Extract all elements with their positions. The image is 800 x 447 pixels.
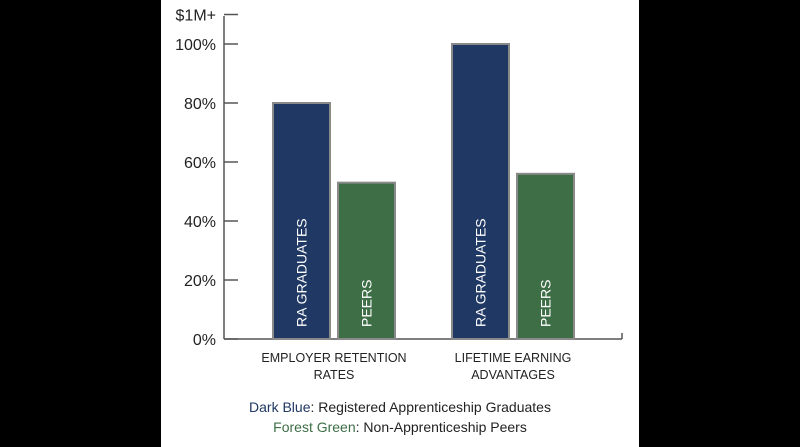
x-tick-label: LIFETIME EARNING <box>455 351 572 365</box>
bar <box>272 102 331 340</box>
x-tick-label: EMPLOYER RETENTION <box>261 351 406 365</box>
legend-entry: Dark Blue: Registered Apprenticeship Gra… <box>249 399 551 415</box>
legend-entry: Forest Green: Non-Apprenticeship Peers <box>273 419 527 435</box>
y-tick-label: 0% <box>193 332 216 349</box>
x-tick-label: ADVANTAGES <box>471 368 555 382</box>
bar-label: RA GRADUATES <box>473 218 489 327</box>
y-tick-label: $1M+ <box>176 8 216 25</box>
labels: RA GRADUATES PEERS EMPLOYER RETENTION RATES… <box>261 218 571 382</box>
y-tick-label: 60% <box>184 155 216 172</box>
bars <box>272 43 575 340</box>
axes: 0% 20% 40% 60% 80% 100% $1M+ <box>175 8 623 349</box>
legend-key: Dark Blue <box>249 399 311 415</box>
bar <box>451 43 510 340</box>
x-tick-label: RATES <box>314 368 355 382</box>
bar <box>337 181 396 340</box>
legend-key: Forest Green <box>273 419 355 435</box>
legend-text: : Registered Apprenticeship Graduates <box>310 399 550 415</box>
y-tick-label: 20% <box>184 273 216 290</box>
bar-label: PEERS <box>538 280 554 327</box>
y-tick-label: 100% <box>175 37 216 54</box>
bar-label: RA GRADUATES <box>294 218 310 327</box>
y-tick-label: 40% <box>184 214 216 231</box>
legend-text: : Non-Apprenticeship Peers <box>356 419 527 435</box>
y-tick-label: 80% <box>184 96 216 113</box>
bar <box>516 172 575 340</box>
bar-label: PEERS <box>359 280 375 327</box>
legend: Dark Blue: Registered Apprenticeship Gra… <box>249 399 551 435</box>
